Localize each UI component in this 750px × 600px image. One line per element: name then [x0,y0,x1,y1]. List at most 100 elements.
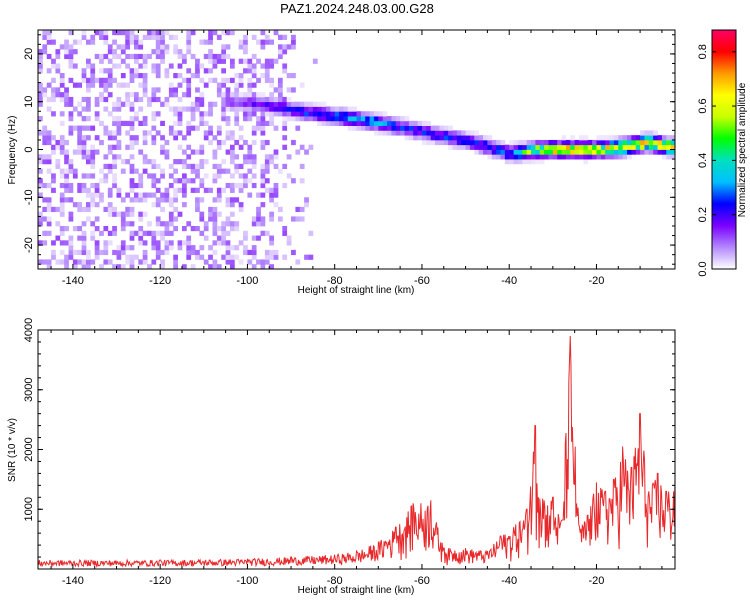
spectrogram-cell [99,197,104,203]
y-tick-label: 1000 [23,497,35,521]
spectrogram-cell [312,101,318,107]
spectrogram-cell [474,130,480,136]
spectrogram-cell [565,139,571,146]
spectrogram-cell [596,135,602,141]
spectrogram-cell [68,101,74,107]
spectrogram-cell [59,249,65,256]
spectrogram-cell [195,106,200,112]
spectrogram-cell [138,259,144,265]
spectrogram-cell [90,73,96,79]
spectrogram-cell [644,144,650,150]
spectrogram-cell [133,135,139,141]
spectrogram-cell [51,240,56,246]
spectrogram-cell [55,139,61,146]
spectrogram-cell [234,96,240,103]
spectrogram-cell [64,178,69,184]
spectrogram-cell [46,30,52,36]
spectrogram-cell [251,254,257,260]
spectrogram-cell [269,116,274,122]
spectrogram-cell [635,135,641,141]
spectrogram-cell [68,77,74,83]
spectrogram-cell [125,254,131,260]
spectrogram-cell [347,106,353,112]
spectrogram-cell [264,254,270,260]
spectrogram-cell [129,182,135,189]
spectrogram-cell [94,30,100,36]
spectrogram-cell [85,135,91,141]
spectrogram-cell [81,96,87,103]
spectrogram-cell [81,264,87,269]
spectrogram-cell [103,130,109,136]
spectrogram-cell [160,230,165,236]
spectrogram-cell [195,225,200,232]
spectrogram-cell [382,111,388,117]
spectrogram-cell [260,125,266,131]
spectrogram-cell [234,111,240,117]
spectrogram-cell [129,101,135,107]
spectrogram-cell [504,154,510,160]
spectrogram-cell [260,202,266,208]
spectrogram-cell [225,216,231,222]
spectrogram-cell [552,154,558,160]
spectrogram-cell [59,144,65,150]
spectrogram-cell [269,101,274,107]
spectrogram-cell [138,235,144,241]
spectrogram-cell [565,144,571,150]
spectrogram-cell [125,44,131,50]
spectrogram-cell [155,197,161,203]
spectrogram-cell [304,101,309,107]
spectrogram-cell [164,101,170,107]
spectrogram-cell [304,197,309,203]
spectrogram-cell [55,87,61,93]
colorbar-tick-label: 0.2 [697,207,709,222]
spectrogram-cell [59,202,65,208]
spectrogram-cell [644,135,650,141]
spectrogram-cell [260,221,266,227]
spectrogram-cell [85,187,91,193]
spectrogram-cell [500,139,506,146]
spectrogram-cell [129,73,135,79]
spectrogram-cell [164,221,170,227]
spectrogram-cell [291,139,296,146]
spectrogram-cell [77,149,83,155]
spectrogram-cell [77,206,83,213]
spectrogram-cell [38,216,43,222]
spectrogram-cell [151,240,157,246]
spectrogram-cell [661,144,667,150]
spectrogram-cell [596,149,602,155]
spectrogram-cell [509,144,514,150]
spectrogram-cell [251,182,257,189]
spectrogram-cell [291,111,296,117]
spectrogram-cell [417,125,423,131]
spectrogram-cell [291,116,296,122]
spectrogram-cell [587,154,593,160]
spectrogram-cell [421,125,427,131]
spectrogram-cell [251,92,257,98]
spectrogram-cell [186,235,192,241]
spectrogram-cell [90,159,96,165]
spectrogram-cell [208,101,213,107]
spectrogram-cell [613,149,619,155]
spectrogram-cell [147,53,152,60]
spectrogram-cell [81,245,87,251]
spectrogram-cell [212,249,218,256]
spectrogram-cell [234,221,240,227]
spectrogram-cell [125,206,131,213]
spectrogram-cell [622,149,628,155]
spectrogram-cell [291,87,296,93]
spectrogram-cell [531,144,536,150]
spectrogram-cell [190,125,196,131]
spectrogram-cell [648,149,654,155]
spectrogram-cell [295,149,301,155]
spectrogram-cell [160,49,165,55]
spectrogram-cell [173,206,179,213]
spectrogram-cell [243,159,248,165]
spectrogram-cell [387,130,392,136]
spectrogram-cell [343,120,349,126]
spectrogram-cell [81,240,87,246]
spectrogram-cell [107,259,113,265]
spectrogram-cell [216,139,222,146]
spectrogram-cell [107,144,113,150]
spectrogram-cell [51,144,56,150]
spectrogram-cell [181,225,187,232]
